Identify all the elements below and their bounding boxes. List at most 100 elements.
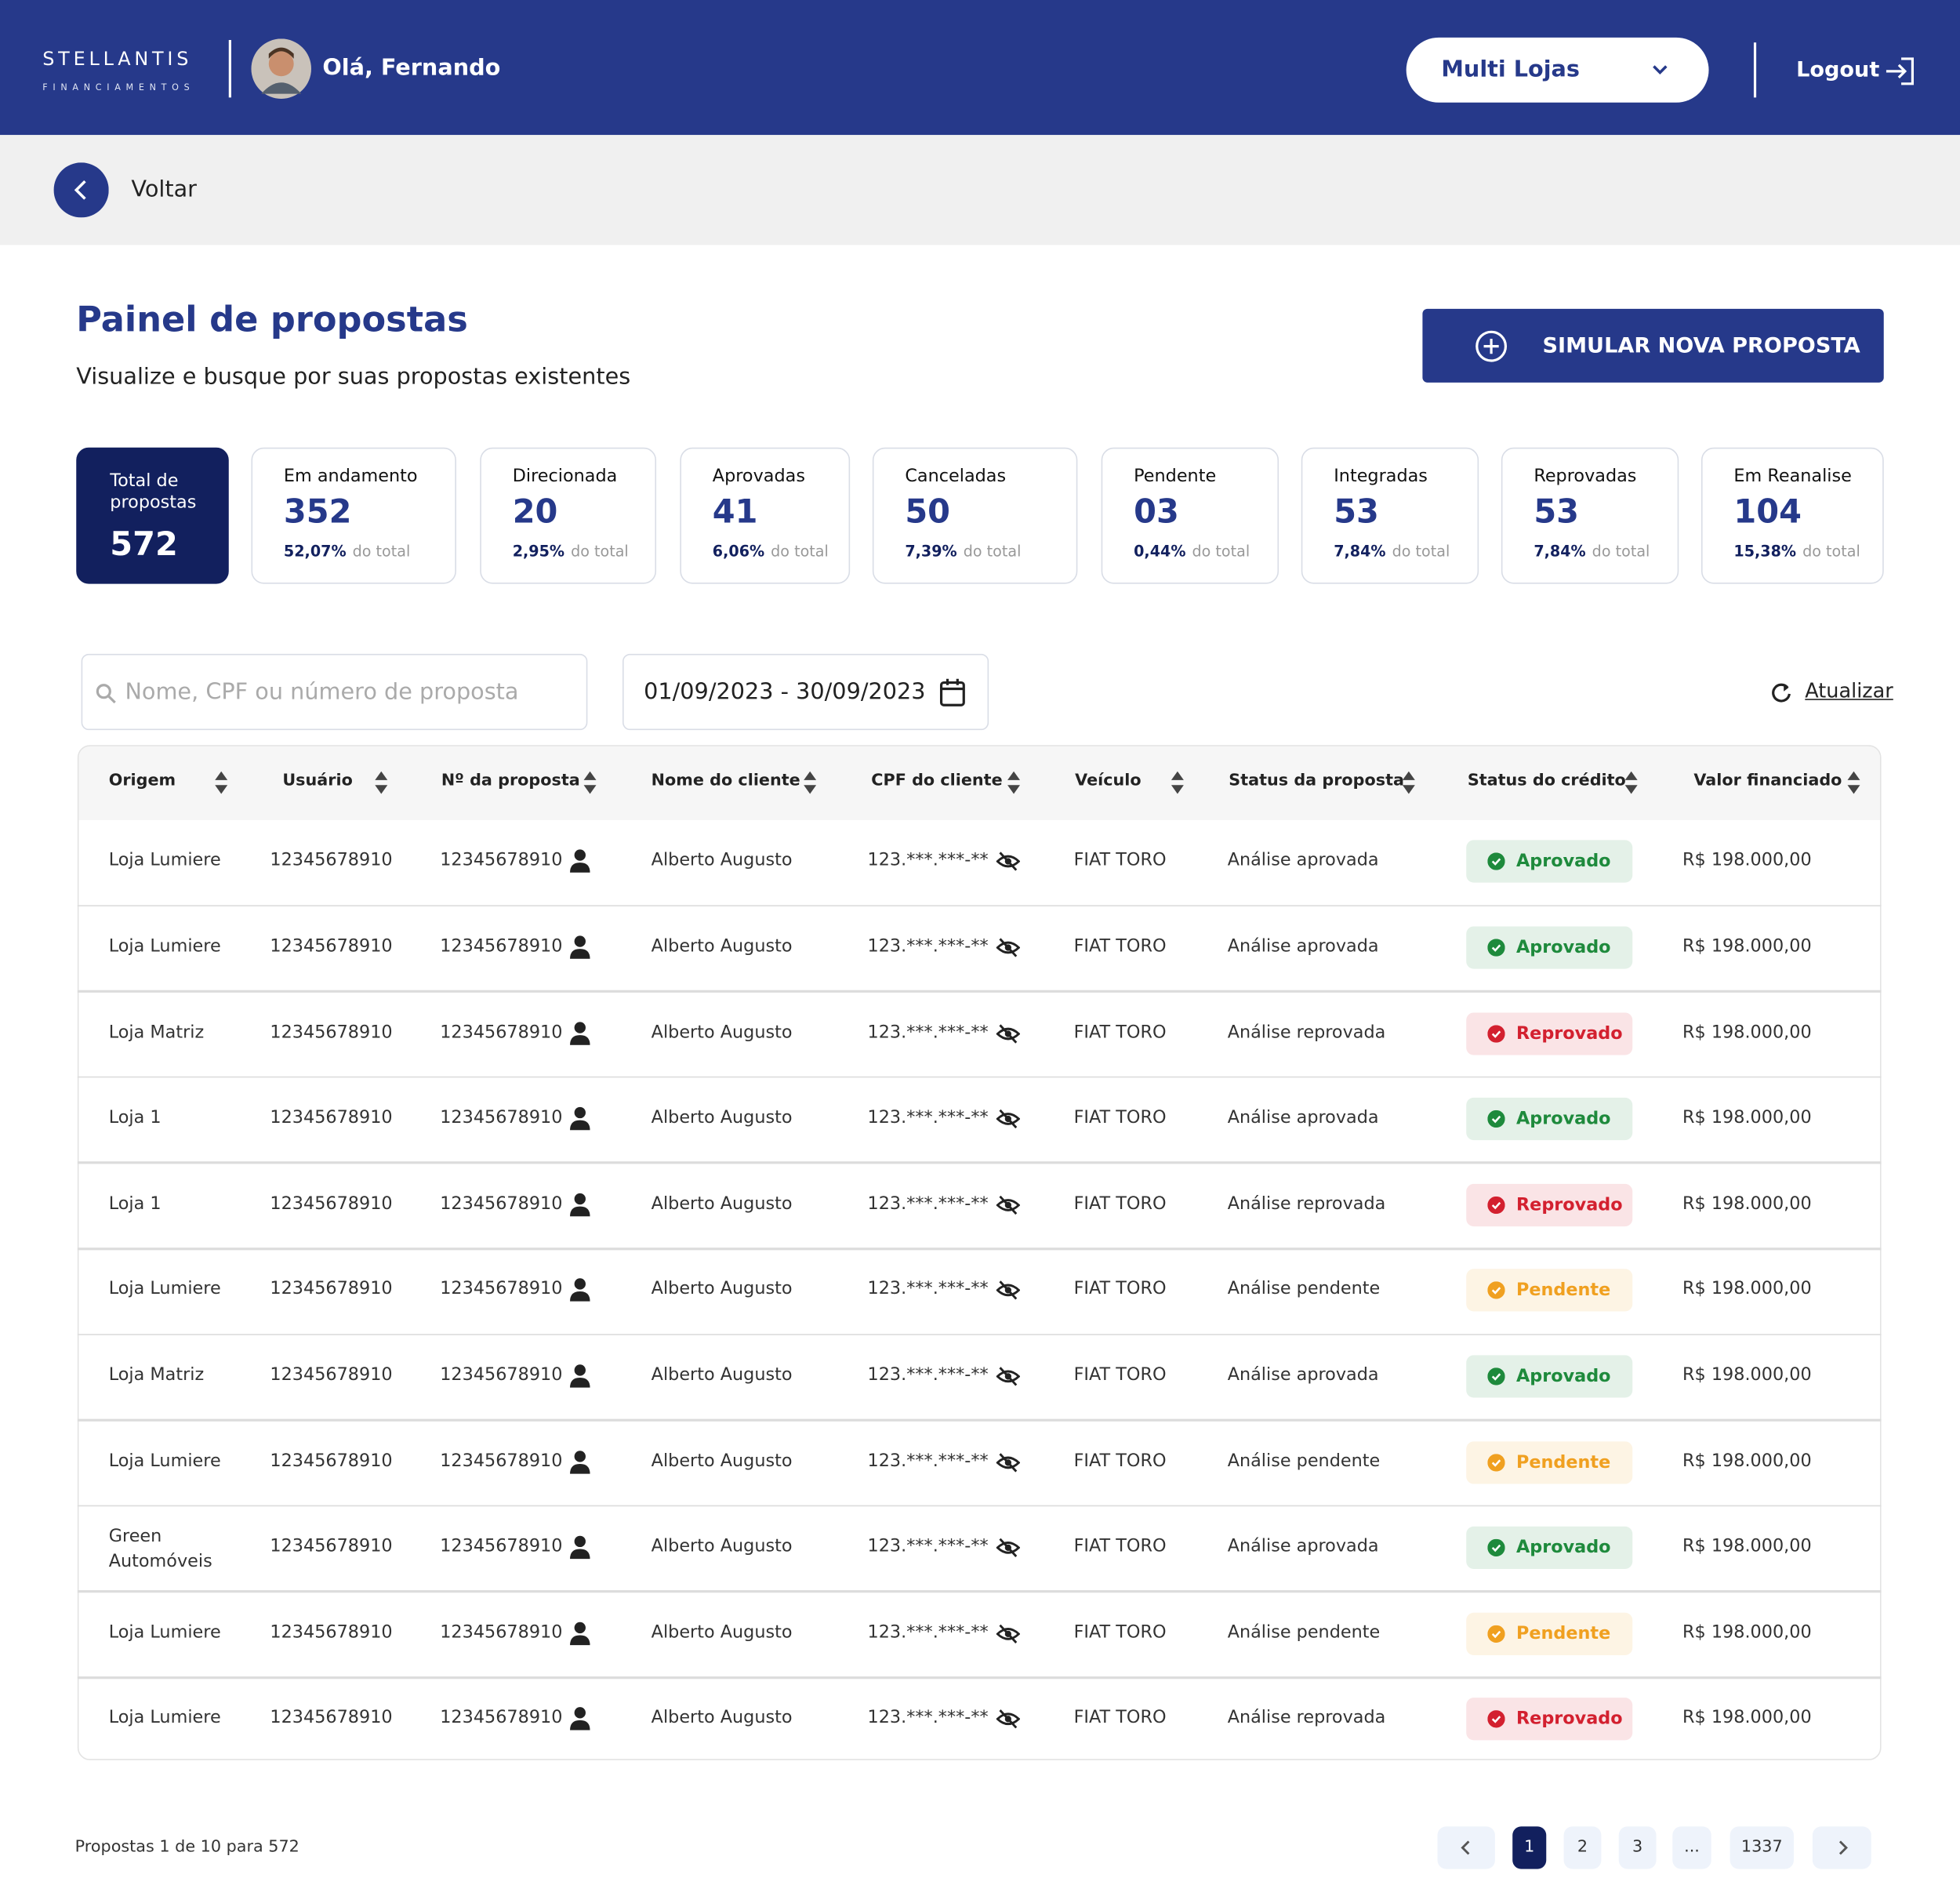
card-value: 41 [712,493,758,532]
status-card[interactable]: Canceladas 50 7,39% do total [872,447,1078,584]
card-label: Direcionada [512,466,618,487]
table-cell: Análise aprovada [1227,850,1379,871]
card-label: Em andamento [283,466,418,487]
page-subtitle: Visualize e busque por suas propostas ex… [76,363,631,390]
status-card[interactable]: Integradas 53 7,84% do total [1301,447,1479,584]
date-range[interactable]: 01/09/2023 - 30/09/2023 [622,653,989,731]
page-button[interactable]: ... [1672,1826,1711,1869]
credit-status-badge: Reprovado [1466,1183,1633,1226]
chevron-left [1461,1840,1470,1855]
table-cell: 123.***.***-** [867,1107,989,1128]
refresh-icon[interactable] [1770,681,1793,704]
table-cell: 123.***.***-** [867,936,989,957]
table-cell: 12345678910 [440,1451,563,1471]
card-percent: 6,06% do total [713,543,829,560]
table-cell: 12345678910 [270,1622,393,1643]
credit-status-badge: Pendente [1466,1440,1633,1484]
card-value: 20 [512,493,558,532]
search-placeholder: Nome, CPF ou número de proposta [125,678,519,706]
status-card[interactable]: Pendente 03 0,44% do total [1101,447,1279,584]
status-card[interactable]: Direcionada 20 2,95% do total [480,447,657,584]
back-label[interactable]: Voltar [131,176,197,203]
user-icon [570,1707,590,1731]
table-cell: Alberto Augusto [651,1107,793,1128]
table-cell: 12345678910 [440,936,563,957]
table-cell: 123.***.***-** [867,1279,989,1300]
table-cell: 12345678910 [440,1279,563,1300]
table-cell: Alberto Augusto [651,1279,793,1300]
sort-icon [1624,771,1638,794]
table-cell: R$ 198.000,00 [1682,1708,1812,1728]
table-cell: 12345678910 [270,850,393,871]
table-cell: Loja Matriz [108,1022,205,1042]
percent-note: do total [771,542,829,561]
row-divider [77,1590,1882,1593]
new-proposal-button[interactable]: SIMULAR NOVA PROPOSTA [1422,308,1884,383]
table-cell: Loja Lumiere [108,850,221,871]
page-title: Painel de propostas [76,299,468,340]
column-header[interactable]: CPF do cliente [871,771,1003,790]
card-label: Reprovadas [1534,466,1637,487]
table-cell: 12345678910 [440,1708,563,1728]
table-cell: Análise pendente [1227,1622,1381,1643]
card-percent: 7,84% do total [1334,543,1450,560]
column-header[interactable]: Valor financiado [1693,771,1842,790]
card-percent: 7,84% do total [1534,543,1650,560]
table-cell: FIAT TORO [1073,1536,1167,1557]
column-header[interactable]: Nº da proposta [441,771,580,790]
status-icon [1487,1453,1505,1471]
search-input[interactable]: Nome, CPF ou número de proposta [81,653,588,731]
page-button[interactable]: 1337 [1730,1826,1794,1869]
table-cell: Alberto Augusto [651,1193,793,1214]
hide-icon [996,1280,1021,1301]
hide-icon [996,1709,1021,1729]
credit-status-badge: Pendente [1466,1269,1633,1312]
table-cell: Análise aprovada [1227,1536,1379,1557]
card-percent: 0,44% do total [1134,543,1250,560]
card-value: 572 [110,526,178,565]
status-card[interactable]: Reprovadas 53 7,84% do total [1501,447,1679,584]
percent: 7,84% [1534,542,1586,561]
status-icon [1487,1367,1505,1385]
status-card[interactable]: Aprovadas 41 6,06% do total [680,447,851,584]
column-header[interactable]: Status do crédito [1467,771,1626,790]
chevron-down [1653,65,1668,74]
status-card[interactable]: Total de propostas 572 [76,447,229,584]
page-button[interactable]: 2 [1563,1826,1602,1869]
prev-page[interactable] [1437,1826,1495,1869]
next-page[interactable] [1812,1826,1871,1869]
percent-note: do total [1392,542,1450,561]
column-header[interactable]: Veículo [1075,771,1142,790]
user-icon [570,1278,590,1302]
status-card[interactable]: Em Reanalise 104 15,38% do total [1700,447,1884,584]
column-header[interactable]: Status da proposta [1229,771,1404,790]
store-select[interactable]: Multi Lojas [1406,37,1709,103]
row-divider [77,1676,1882,1679]
column-header[interactable]: Origem [108,771,176,790]
page-button[interactable]: 1 [1512,1826,1547,1869]
column-header[interactable]: Nome do cliente [651,771,800,790]
back-button[interactable] [53,162,109,218]
table-cell: Análise aprovada [1227,936,1379,957]
table-cell: R$ 198.000,00 [1682,850,1812,871]
percent: 15,38% [1733,542,1797,561]
page-button[interactable]: 3 [1618,1826,1657,1869]
logout-icon [1886,57,1915,85]
sort-icon [1402,771,1415,794]
credit-status-badge: Aprovado [1466,1098,1633,1141]
table-cell: 12345678910 [270,1536,393,1557]
row-divider [77,1076,1882,1078]
credit-status-badge: Aprovado [1466,1526,1633,1570]
refresh-link[interactable]: Atualizar [1805,678,1893,703]
table-cell: 12345678910 [270,1279,393,1300]
logout[interactable]: Logout [1796,57,1880,83]
status-card[interactable]: Em andamento 352 52,07% do total [251,447,456,584]
column-header[interactable]: Usuário [282,771,353,790]
table-cell: Análise aprovada [1227,1107,1379,1128]
table-cell: Loja Lumiere [108,1279,221,1300]
table-cell: 123.***.***-** [867,850,989,871]
user-icon [570,935,590,959]
sort-icon [1171,771,1184,794]
